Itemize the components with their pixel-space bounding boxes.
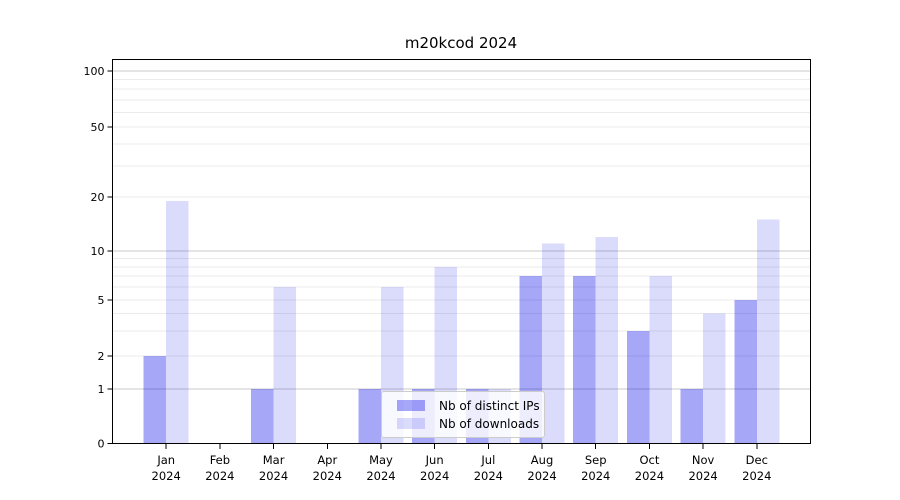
legend-row-downloads: Nb of downloads	[397, 418, 544, 430]
x-tick-label-month: May	[369, 453, 393, 467]
x-tick-label-month: Aug	[531, 453, 553, 467]
bar-distinct-ips-mar	[251, 389, 274, 444]
bar-distinct-ips-nov	[680, 389, 704, 444]
x-tick-label-month: Apr	[317, 453, 337, 467]
bar-downloads-mar	[273, 287, 297, 444]
y-tick-label: 5	[98, 294, 105, 307]
bar-distinct-ips-jan	[143, 356, 167, 444]
x-tick-label-year: 2024	[474, 469, 503, 483]
bar-downloads-aug	[542, 243, 565, 444]
x-tick-label-year: 2024	[205, 469, 234, 483]
x-tick-label-year: 2024	[152, 469, 181, 483]
y-tick-label: 0	[98, 438, 105, 451]
x-tick-label-year: 2024	[259, 469, 288, 483]
x-tick-label-month: Dec	[746, 453, 768, 467]
legend-row-distinct-ips: Nb of distinct IPs	[397, 400, 544, 412]
bar-downloads-jan	[166, 200, 189, 444]
bar-downloads-sep	[595, 236, 619, 444]
x-tick-label-month: Feb	[210, 453, 230, 467]
bar-distinct-ips-sep	[573, 276, 596, 444]
bar-distinct-ips-may	[358, 389, 381, 444]
bar-downloads-nov	[703, 313, 726, 444]
y-tick-label: 10	[91, 245, 105, 258]
y-tick-label: 2	[98, 350, 105, 363]
x-tick-label-month: Oct	[639, 453, 659, 467]
x-tick-label-month: Jan	[156, 453, 175, 467]
legend-label-downloads: Nb of downloads	[439, 416, 540, 431]
x-tick-label-month: Jul	[480, 453, 495, 467]
x-tick-label-month: Mar	[263, 453, 285, 467]
legend-swatch-distinct-ips	[397, 400, 425, 411]
x-tick-label-year: 2024	[527, 469, 556, 483]
x-tick-label-month: Sep	[585, 453, 607, 467]
y-tick-label: 50	[91, 121, 105, 134]
legend-label-distinct-ips: Nb of distinct IPs	[439, 398, 540, 413]
x-tick-label-year: 2024	[581, 469, 610, 483]
y-tick-label: 100	[84, 65, 105, 78]
x-tick-label-year: 2024	[366, 469, 395, 483]
x-tick-label-year: 2024	[635, 469, 664, 483]
bar-downloads-oct	[649, 276, 672, 444]
bar-downloads-dec	[756, 219, 780, 444]
bar-distinct-ips-oct	[626, 331, 650, 444]
legend: Nb of distinct IPs Nb of downloads	[381, 391, 545, 438]
x-tick-label-year: 2024	[688, 469, 717, 483]
x-tick-label-month: Nov	[692, 453, 715, 467]
x-tick-label-year: 2024	[313, 469, 342, 483]
x-tick-label-year: 2024	[742, 469, 771, 483]
chart-title: m20kcod 2024	[404, 34, 518, 52]
y-tick-label: 1	[98, 383, 105, 396]
x-tick-label-year: 2024	[420, 469, 449, 483]
bar-distinct-ips-dec	[734, 300, 757, 444]
x-tick-label-month: Jun	[425, 453, 444, 467]
legend-swatch-downloads	[397, 418, 425, 429]
y-tick-label: 20	[91, 191, 105, 204]
